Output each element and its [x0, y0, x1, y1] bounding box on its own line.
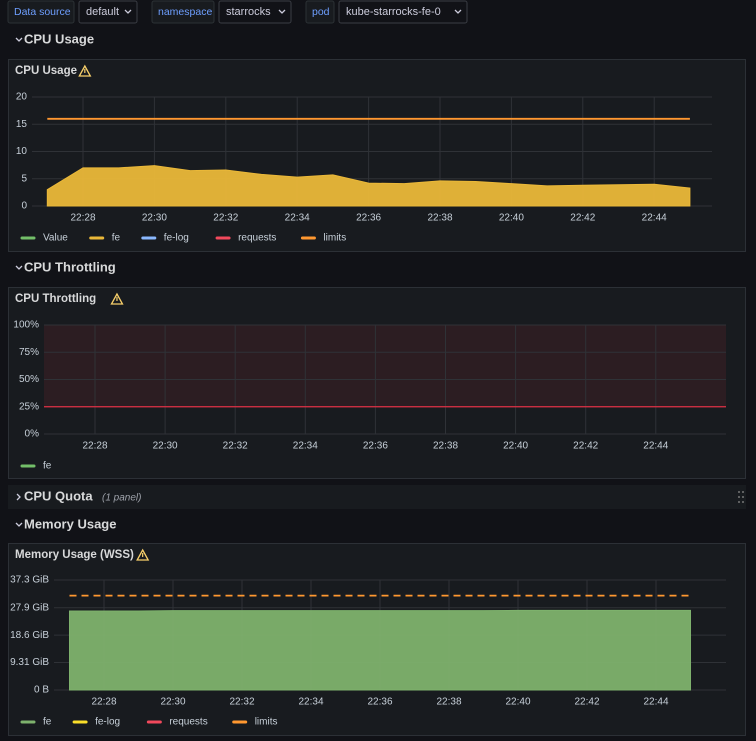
series-area	[69, 609, 691, 691]
drag-handle	[742, 491, 744, 493]
y-tick-label: 20	[16, 92, 28, 103]
panel-title: Memory Usage (WSS)	[15, 549, 134, 561]
y-tick-label: 0	[21, 201, 27, 212]
x-tick-label: 22:38	[427, 213, 452, 224]
drag-handle	[742, 496, 744, 498]
x-tick-label: 22:44	[643, 697, 668, 708]
panel	[8, 59, 746, 252]
legend-label[interactable]: fe	[112, 233, 121, 244]
legend-label[interactable]: fe	[43, 461, 52, 472]
x-tick-label: 22:36	[363, 441, 388, 452]
legend-label[interactable]: requests	[169, 717, 207, 728]
x-tick-label: 22:44	[642, 213, 667, 224]
x-tick-label: 22:32	[213, 213, 238, 224]
x-tick-label: 22:38	[433, 441, 458, 452]
x-tick-label: 22:28	[70, 213, 95, 224]
x-tick-label: 22:34	[285, 213, 310, 224]
x-tick-label: 22:28	[82, 441, 107, 452]
row-chevron	[16, 493, 21, 501]
x-tick-label: 22:30	[160, 697, 185, 708]
y-tick-label: 15	[16, 119, 28, 130]
x-tick-label: 22:42	[573, 441, 598, 452]
dropdown-chevron	[124, 9, 132, 14]
legend-label[interactable]: requests	[238, 233, 276, 244]
y-tick-label: 5	[21, 173, 27, 184]
x-tick-label: 22:30	[142, 213, 167, 224]
variable-value: default	[86, 6, 119, 18]
y-tick-label: 75%	[19, 347, 39, 358]
x-tick-label: 22:42	[570, 213, 595, 224]
legend-label[interactable]: fe-log	[164, 233, 189, 244]
x-tick-label: 22:30	[153, 441, 178, 452]
y-tick-label: 25%	[19, 401, 39, 412]
row-chevron	[15, 265, 23, 270]
x-tick-label: 22:34	[293, 441, 318, 452]
x-tick-label: 22:44	[643, 441, 668, 452]
variable-label: Data source	[14, 6, 71, 18]
x-tick-label: 22:42	[574, 697, 599, 708]
variable-label: namespace	[158, 6, 212, 18]
variable-dropdown[interactable]	[338, 0, 468, 24]
panel-title: CPU Usage	[15, 65, 77, 77]
y-tick-label: 27.9 GiB	[10, 602, 49, 613]
drag-handle	[738, 496, 740, 498]
x-tick-label: 22:40	[499, 213, 524, 224]
drag-handle	[738, 491, 740, 493]
series-area	[46, 165, 691, 207]
y-tick-label: 9.31 GiB	[10, 657, 49, 668]
x-tick-label: 22:36	[367, 697, 392, 708]
y-tick-label: 100%	[13, 320, 39, 331]
row-note: (1 panel)	[102, 493, 141, 504]
y-tick-label: 50%	[19, 374, 39, 385]
x-tick-label: 22:38	[436, 697, 461, 708]
row-title[interactable]: CPU Quota	[24, 488, 93, 503]
y-tick-label: 10	[16, 146, 28, 157]
x-tick-label: 22:34	[298, 697, 323, 708]
legend-label[interactable]: limits	[255, 717, 278, 728]
legend-label[interactable]: fe	[43, 717, 52, 728]
x-tick-label: 22:40	[503, 441, 528, 452]
x-tick-label: 22:36	[356, 213, 381, 224]
panel	[8, 287, 746, 479]
y-tick-label: 37.3 GiB	[10, 575, 49, 586]
collapsed-row[interactable]	[8, 485, 746, 509]
variable-label: pod	[312, 6, 330, 18]
row-title[interactable]: CPU Throttling	[24, 259, 116, 274]
x-tick-label: 22:32	[223, 441, 248, 452]
warning-icon	[78, 64, 92, 77]
variable-dropdown[interactable]	[78, 0, 138, 24]
variable-label-box	[305, 0, 335, 24]
dropdown-chevron	[278, 9, 286, 14]
variable-dropdown[interactable]	[218, 0, 292, 24]
row-chevron	[15, 522, 23, 527]
dropdown-chevron	[454, 9, 462, 14]
row-title[interactable]: CPU Usage	[24, 31, 94, 46]
x-tick-label: 22:40	[505, 697, 530, 708]
y-tick-label: 0%	[25, 429, 40, 440]
drag-handle	[738, 501, 740, 503]
panel-title: CPU Throttling	[15, 293, 96, 305]
y-tick-label: 18.6 GiB	[10, 630, 49, 641]
variable-value: kube-starrocks-fe-0	[346, 6, 441, 18]
legend-label[interactable]: Value	[43, 233, 68, 244]
y-tick-label: 0 B	[34, 685, 49, 696]
legend-label[interactable]: fe-log	[95, 717, 120, 728]
threshold-region	[44, 325, 726, 407]
variable-value: starrocks	[226, 6, 271, 18]
row-title[interactable]: Memory Usage	[24, 516, 116, 531]
row-chevron	[15, 37, 23, 42]
variable-label-box	[151, 0, 215, 24]
variable-label-box	[7, 0, 75, 24]
drag-handle	[742, 501, 744, 503]
warning-icon	[110, 292, 124, 305]
x-tick-label: 22:32	[229, 697, 254, 708]
x-tick-label: 22:28	[91, 697, 116, 708]
warning-icon	[136, 548, 150, 561]
legend-label[interactable]: limits	[323, 233, 346, 244]
